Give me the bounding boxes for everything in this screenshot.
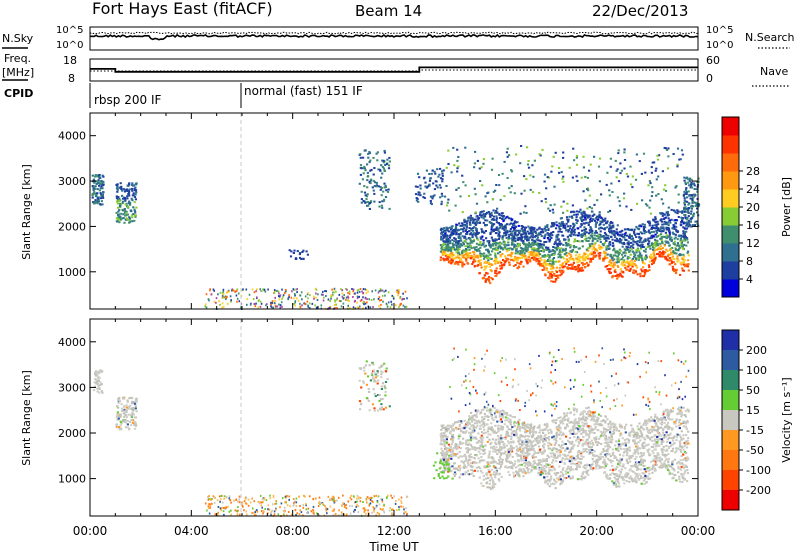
x-tick-label: 20:00 [579, 524, 614, 538]
colorbar-tick-label: 12 [746, 237, 760, 250]
colorbar-swatch [722, 470, 739, 491]
colorbar-tick-label: -100 [746, 464, 771, 477]
freq-tick-bottom: 8 [68, 72, 75, 85]
colorbar-tick-label: 15 [746, 404, 760, 417]
nave-tick-bottom: 0 [706, 72, 713, 85]
nsky-label: N.Sky [2, 32, 34, 45]
colorbar-swatch [722, 430, 739, 451]
nsearch-label: N.Search [745, 31, 795, 44]
colorbar-tick-label: 28 [746, 165, 760, 178]
colorbar-tick-label: 16 [746, 219, 760, 232]
colorbar-swatch [722, 370, 739, 391]
nsearch-tick-bottom: 10^0 [706, 40, 733, 51]
y-tick-label: 1000 [58, 473, 86, 486]
velocity-ylabel: Slant Range [km] [20, 370, 33, 466]
cpid-label: CPID [4, 87, 33, 100]
x-tick-label: 00:00 [73, 524, 108, 538]
colorbar-tick-label: -50 [746, 444, 764, 457]
colorbar-swatch [722, 261, 739, 280]
freq-tick-top: 18 [63, 54, 77, 67]
velocity-colorbar: 200 100 50 15 -15 -50 -100 -200 Velocity [m s⁻¹… [721, 329, 793, 511]
freq-unit-label: [MHz] [2, 66, 34, 79]
colorbar-swatch [722, 225, 739, 244]
plot-title: Fort Hays East (fitACF) [92, 0, 273, 18]
colorbar-tick-label: -15 [746, 424, 764, 437]
x-tick-label: 04:00 [174, 524, 209, 538]
y-tick-label: 4000 [58, 130, 86, 143]
x-tick-label: 16:00 [478, 524, 513, 538]
y-tick-label: 2000 [58, 427, 86, 440]
frequency-panel: Freq. [MHz] 18 8 60 0 Nave [2, 52, 790, 87]
x-axis-label: Time UT [368, 540, 419, 554]
colorbar-swatch [722, 330, 739, 351]
colorbar-swatch [722, 490, 739, 511]
x-tick-label: 00:00 [681, 524, 716, 538]
x-tick-label: 08:00 [275, 524, 310, 538]
colorbar-swatch [722, 153, 739, 172]
nave-tick-top: 60 [706, 54, 720, 67]
nave-label: Nave [760, 65, 788, 78]
velocity-panel: 1000 2000 3000 4000 Slant Range [km] [20, 318, 699, 517]
colorbar-swatch [722, 390, 739, 411]
nsearch-tick-top: 10^5 [706, 25, 733, 36]
colorbar-tick-label: 8 [746, 255, 753, 268]
colorbar-tick-label: 50 [746, 384, 760, 397]
colorbar-tick-label: 100 [746, 364, 767, 377]
freq-label: Freq. [4, 52, 31, 65]
colorbar-swatch [722, 171, 739, 190]
date-label: 22/Dec/2013 [592, 2, 688, 20]
nsearch-series [89, 31, 699, 35]
y-tick-label: 4000 [58, 336, 86, 349]
y-tick-label: 3000 [58, 175, 86, 188]
colorbar-swatch [722, 189, 739, 208]
cpid-right-label: normal (fast) 151 IF [244, 84, 363, 98]
colorbar-swatch [722, 350, 739, 371]
y-tick-label: 1000 [58, 266, 86, 279]
beam-label: Beam 14 [355, 2, 422, 20]
nsky-tick-top: 10^5 [56, 25, 83, 36]
colorbar-tick-label: 20 [746, 201, 760, 214]
nsky-series [90, 33, 699, 41]
velocity-data [92, 347, 690, 517]
colorbar-swatch [722, 410, 739, 431]
frequency-series [90, 66, 698, 73]
x-tick-label: 12:00 [377, 524, 412, 538]
colorbar-swatch [722, 450, 739, 471]
noise-panel: N.Sky 10^5 10^0 10^5 10^0 N.Search [2, 25, 795, 51]
power-colorbar: 4 8 12 16 20 24 28 Power [dB] [721, 116, 793, 298]
colorbar-tick-label: -200 [746, 484, 771, 497]
x-tick-labels: 00:00 04:00 08:00 12:00 16:00 20:00 00:00 [73, 524, 716, 538]
colorbar-swatch [722, 207, 739, 226]
colorbar-tick-label: 24 [746, 183, 760, 196]
power-data [91, 145, 701, 310]
cpid-left-label: rbsp 200 IF [94, 93, 161, 107]
power-colorbar-label: Power [dB] [780, 177, 793, 237]
colorbar-swatch [722, 117, 739, 136]
power-axes: 1000 2000 3000 4000 [58, 113, 699, 309]
power-panel: 1000 2000 3000 4000 Slant Range [km] [20, 112, 701, 310]
power-ylabel: Slant Range [km] [20, 164, 33, 260]
colorbar-swatch [722, 135, 739, 154]
velocity-axes: 1000 2000 3000 4000 [58, 319, 699, 516]
colorbar-swatch [722, 279, 739, 298]
colorbar-tick-label: 4 [746, 273, 753, 286]
nsky-tick-bottom: 10^0 [56, 40, 83, 51]
y-tick-label: 3000 [58, 381, 86, 394]
velocity-colorbar-label: Velocity [m s⁻¹] [780, 377, 793, 462]
y-tick-label: 2000 [58, 220, 86, 233]
colorbar-tick-label: 200 [746, 344, 767, 357]
nave-series [90, 69, 698, 72]
colorbar-swatch [722, 243, 739, 262]
